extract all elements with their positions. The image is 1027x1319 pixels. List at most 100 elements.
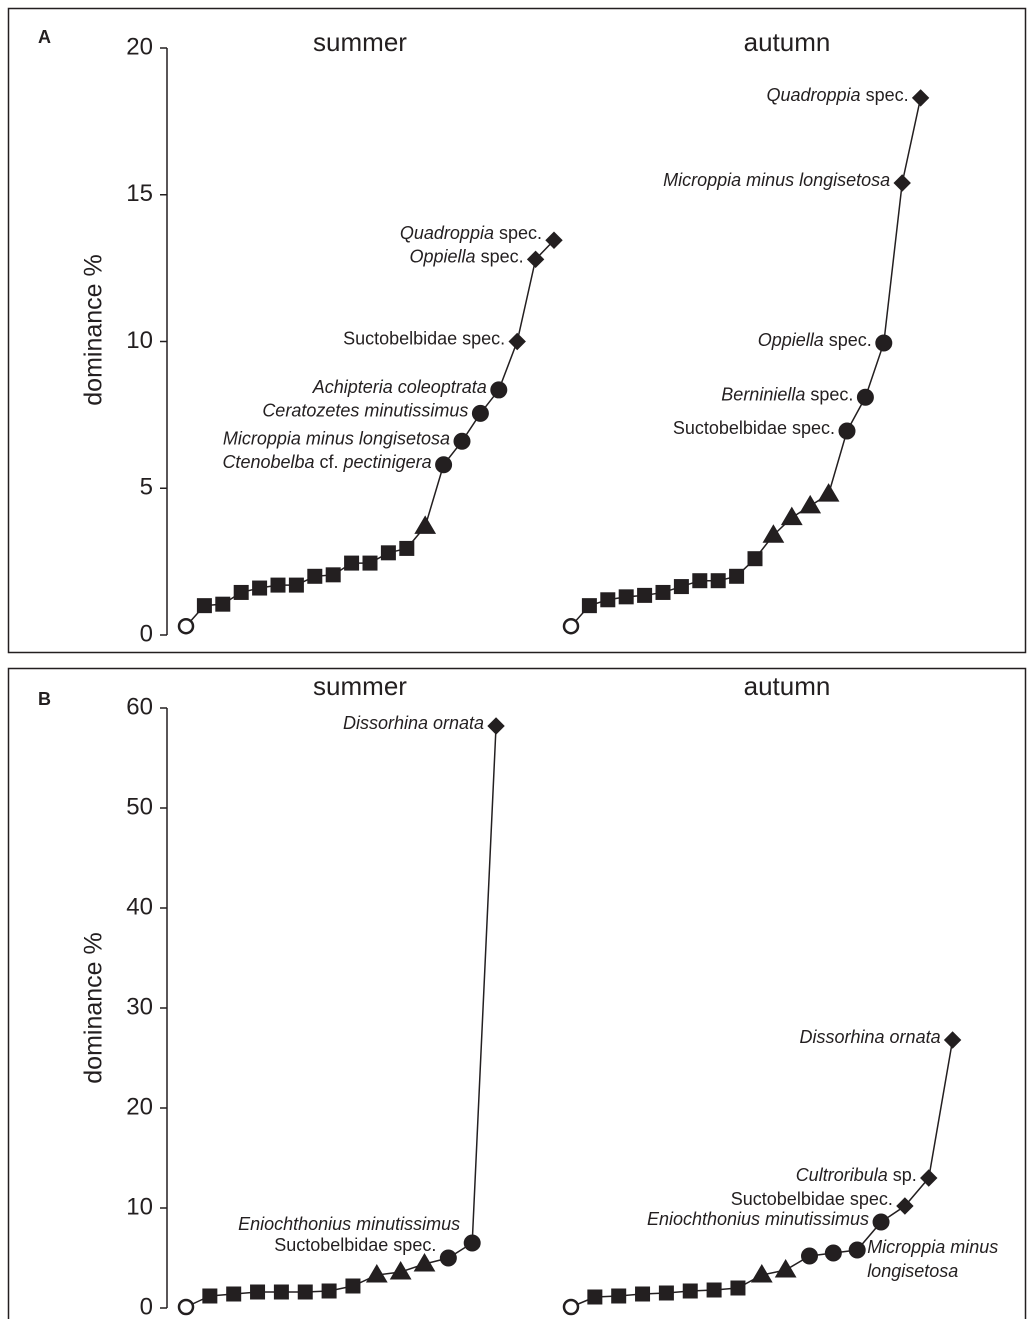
y-tick-label: 0 (140, 620, 153, 647)
panel-letter: B (38, 689, 51, 709)
label-part: Eniochthonius minutissimus (647, 1209, 869, 1229)
marker-triangle (413, 1253, 436, 1272)
panel-letter: A (38, 27, 51, 47)
label-part: spec. (861, 85, 909, 105)
y-tick-label: 50 (126, 793, 153, 820)
marker-circle (801, 1247, 818, 1265)
marker-circle (439, 1249, 457, 1267)
marker-circle (848, 1241, 866, 1259)
point-label: Microppia minus longisetosa (867, 1237, 998, 1281)
marker-square (233, 584, 249, 600)
point-label: Dissorhina ornata (800, 1027, 941, 1047)
point-label: Oppiella spec. (410, 246, 524, 266)
point-label: Cultroribula sp. (796, 1165, 917, 1185)
label-part: Eniochthonius minutissimus (238, 1214, 460, 1234)
series-title: summer (313, 27, 407, 57)
marker-square (215, 596, 231, 612)
point-label: Achipteria coleoptrata (312, 377, 487, 397)
point-label: Berniniella spec. (721, 384, 853, 404)
label-part: spec. (494, 223, 542, 243)
marker-square (600, 592, 616, 608)
marker-circle (471, 404, 489, 422)
label-part: sp. (888, 1165, 917, 1185)
marker-square (399, 540, 415, 556)
panel-frame (7, 7, 1027, 654)
label-part: pectinigera (343, 452, 432, 472)
marker-square (297, 1284, 313, 1300)
marker-triangle (799, 494, 822, 514)
marker-square (273, 1284, 289, 1300)
label-part: Microppia minus longisetosa (663, 170, 890, 190)
label-part: Cultroribula (796, 1165, 888, 1185)
point-label: Suctobelbidae spec. (343, 328, 505, 348)
marker-triangle (389, 1261, 412, 1280)
marker-square (345, 1278, 361, 1294)
marker-square (682, 1283, 698, 1299)
marker-square (226, 1286, 242, 1302)
marker-circle (435, 456, 453, 474)
label-part: Quadroppia (400, 223, 494, 243)
point-label: Eniochthonius minutissimus (238, 1214, 460, 1234)
marker-circle (463, 1234, 481, 1252)
marker-open-circle (177, 617, 195, 635)
label-part: Microppia minus (867, 1237, 998, 1257)
label-part: Achipteria coleoptrata (312, 377, 487, 397)
marker-square (655, 584, 671, 600)
marker-triangle (414, 515, 437, 534)
marker-square (196, 598, 212, 614)
point-label: Suctobelbidae spec. (731, 1189, 893, 1209)
y-tick-label: 40 (126, 893, 153, 920)
marker-square (635, 1286, 651, 1302)
label-part: Dissorhina ornata (800, 1027, 941, 1047)
marker-square (706, 1282, 722, 1298)
y-axis-title: dominance % (80, 254, 108, 405)
marker-triangle (365, 1264, 388, 1283)
marker-square (618, 589, 634, 605)
marker-circle (453, 432, 471, 450)
marker-square (307, 568, 323, 584)
point-label: Suctobelbidae spec. (274, 1235, 436, 1255)
y-tick-label: 0 (140, 1293, 153, 1319)
point-label: Ctenobelba cf. pectinigera (222, 452, 431, 472)
marker-square (611, 1288, 627, 1304)
marker-square (362, 555, 378, 571)
label-part: Quadroppia (766, 85, 860, 105)
marker-square (288, 577, 304, 593)
marker-square (250, 1284, 266, 1300)
y-tick-label: 60 (126, 693, 153, 720)
point-label: Quadroppia spec. (400, 223, 542, 243)
point-label: Dissorhina ornata (343, 713, 484, 733)
marker-circle (875, 334, 893, 352)
marker-square (252, 580, 268, 596)
y-tick-label: 10 (126, 1193, 153, 1220)
marker-open-circle (177, 1298, 195, 1316)
label-part: longisetosa (867, 1261, 958, 1281)
y-tick-label: 30 (126, 993, 153, 1020)
label-part: spec. (476, 246, 524, 266)
y-tick-label: 5 (140, 474, 153, 501)
marker-triangle (750, 1264, 773, 1283)
label-part: cf. (315, 452, 344, 472)
y-tick-label: 15 (126, 180, 153, 207)
point-label: Microppia minus longisetosa (223, 428, 450, 448)
y-tick-label: 20 (126, 33, 153, 60)
label-part: Oppiella (410, 246, 476, 266)
marker-square (581, 598, 597, 614)
series-title: autumn (744, 671, 831, 701)
y-tick-label: 20 (126, 1093, 153, 1120)
marker-diamond (896, 1197, 914, 1215)
label-part: spec. (824, 330, 872, 350)
label-part: Dissorhina ornata (343, 713, 484, 733)
point-label: Quadroppia spec. (766, 85, 908, 105)
point-label: Oppiella spec. (758, 330, 872, 350)
marker-triangle (817, 483, 840, 502)
marker-square (710, 573, 726, 589)
series-title: summer (313, 671, 407, 701)
marker-square (380, 545, 396, 561)
point-label: Ceratozetes minutissimus (262, 400, 468, 420)
marker-circle (872, 1213, 890, 1231)
marker-triangle (774, 1259, 797, 1278)
point-label: Eniochthonius minutissimus (647, 1209, 869, 1229)
marker-square (673, 579, 689, 595)
